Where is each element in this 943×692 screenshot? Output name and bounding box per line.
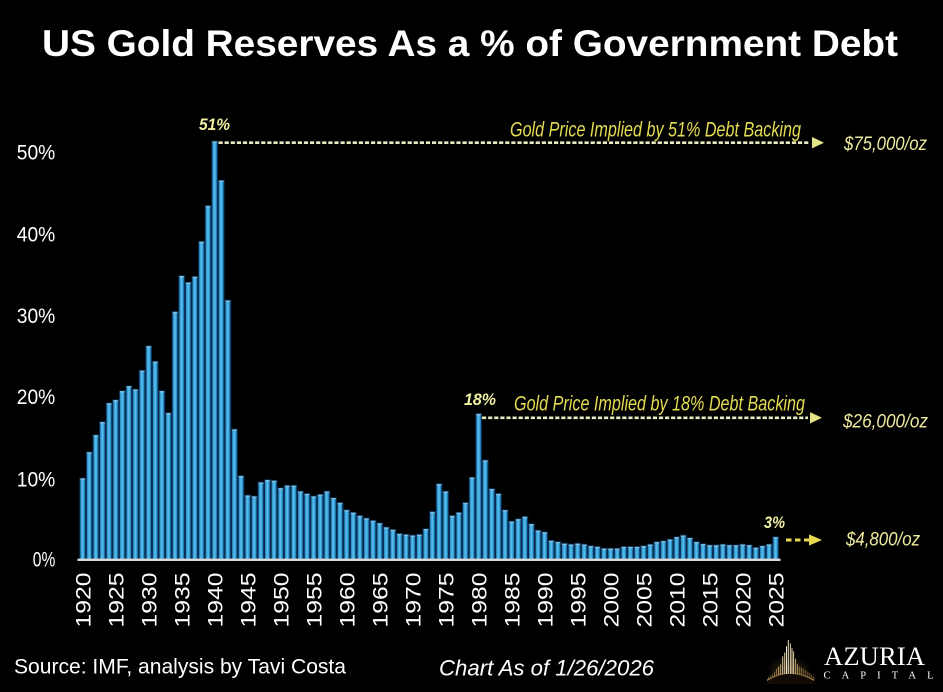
- svg-text:2015: 2015: [699, 573, 723, 628]
- svg-text:10%: 10%: [17, 468, 56, 492]
- svg-text:2010: 2010: [666, 572, 690, 627]
- svg-text:51%: 51%: [199, 115, 230, 134]
- svg-text:40%: 40%: [17, 222, 56, 246]
- svg-text:50%: 50%: [17, 141, 56, 165]
- svg-text:CAPITAL: CAPITAL: [824, 671, 934, 682]
- svg-text:3%: 3%: [764, 513, 785, 532]
- svg-text:$75,000/oz: $75,000/oz: [843, 133, 927, 155]
- svg-text:1925: 1925: [105, 573, 129, 628]
- svg-text:1985: 1985: [501, 573, 525, 628]
- svg-text:Gold Price Implied by 18% Debt: Gold Price Implied by 18% Debt Backing: [514, 393, 805, 416]
- svg-text:1955: 1955: [303, 573, 327, 628]
- svg-text:1980: 1980: [468, 572, 492, 627]
- svg-text:0%: 0%: [33, 547, 56, 571]
- svg-text:1995: 1995: [567, 573, 591, 628]
- svg-text:2020: 2020: [732, 572, 756, 627]
- svg-text:1945: 1945: [237, 573, 261, 628]
- svg-text:2025: 2025: [765, 573, 789, 628]
- svg-text:$4,800/oz: $4,800/oz: [845, 529, 920, 551]
- svg-text:1920: 1920: [72, 572, 96, 627]
- svg-text:Chart As of 1/26/2026: Chart As of 1/26/2026: [439, 655, 655, 680]
- svg-text:30%: 30%: [17, 304, 56, 328]
- svg-text:2005: 2005: [633, 573, 657, 628]
- svg-text:Gold Price Implied by 51% Debt: Gold Price Implied by 51% Debt Backing: [510, 118, 801, 141]
- svg-text:Source: IMF, analysis by Tavi: Source: IMF, analysis by Tavi Costa: [14, 654, 346, 678]
- svg-text:$26,000/oz: $26,000/oz: [842, 411, 928, 433]
- svg-text:2000: 2000: [600, 572, 624, 627]
- svg-text:1990: 1990: [534, 572, 558, 627]
- svg-text:1970: 1970: [402, 572, 426, 627]
- svg-text:18%: 18%: [464, 390, 496, 409]
- svg-text:1935: 1935: [171, 573, 195, 628]
- svg-text:1965: 1965: [369, 573, 393, 628]
- svg-text:US Gold Reserves As a % of Gov: US Gold Reserves As a % of Government De…: [42, 23, 898, 64]
- svg-text:1975: 1975: [435, 573, 459, 628]
- svg-text:20%: 20%: [17, 385, 56, 409]
- svg-text:1950: 1950: [270, 572, 294, 627]
- svg-text:1930: 1930: [138, 572, 162, 627]
- svg-text:AZURIA: AZURIA: [824, 641, 925, 671]
- svg-text:1960: 1960: [336, 572, 360, 627]
- svg-text:1940: 1940: [204, 572, 228, 627]
